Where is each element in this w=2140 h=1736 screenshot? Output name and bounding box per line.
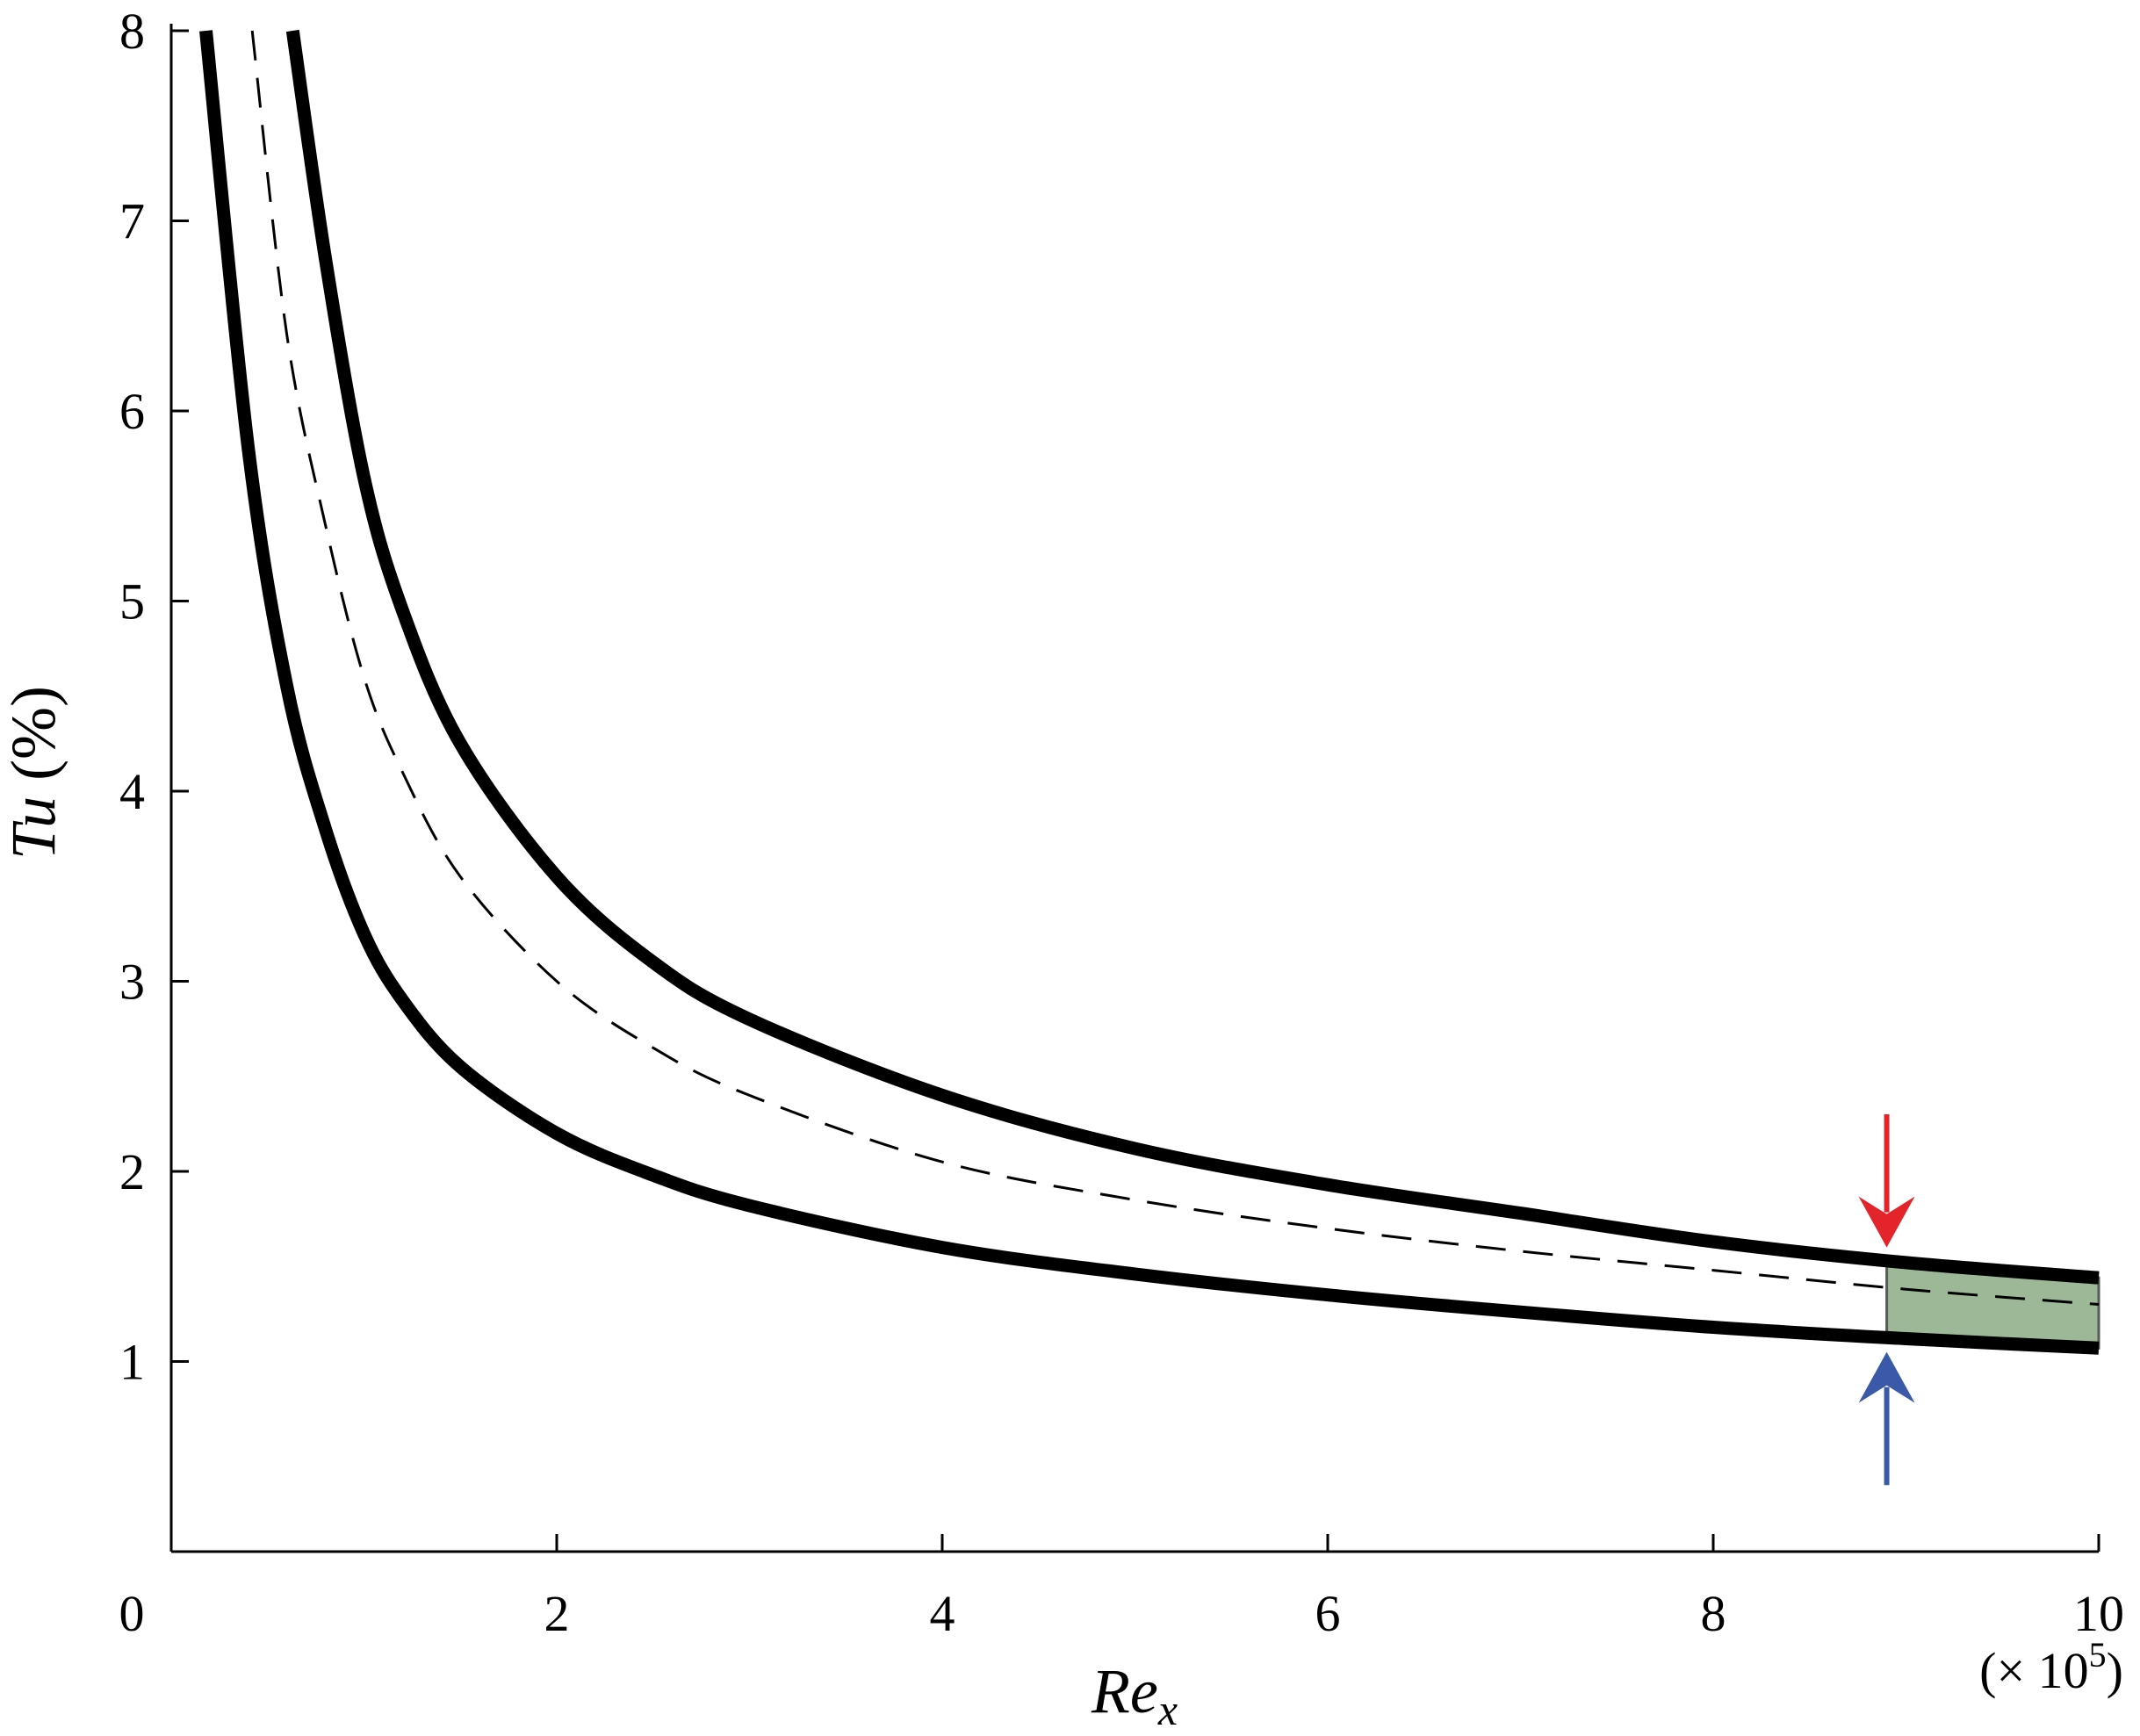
x-axis-title: Rex	[1091, 1656, 1178, 1734]
arrow-up	[1858, 1351, 1915, 1486]
series-layer	[199, 29, 2100, 1355]
series-line-2	[250, 30, 2100, 1306]
y-axis-title: Tu (%)	[0, 686, 68, 860]
y-tick-label: 3	[119, 954, 145, 1011]
x-multiplier-exponent: 5	[2089, 1635, 2107, 1675]
arrow-head-down	[1858, 1196, 1915, 1248]
x-axis-title-main: Re	[1091, 1656, 1158, 1726]
y-axis-title-unit: (%)	[0, 686, 68, 781]
x-axis-multiplier: (× 105)	[1979, 1635, 2123, 1699]
x-tick-label: 0	[119, 1585, 145, 1642]
y-tick-label: 2	[119, 1143, 145, 1200]
y-tick-label: 8	[119, 3, 145, 60]
y-tick-label: 1	[119, 1334, 145, 1391]
series-line-1	[199, 30, 2100, 1355]
series-line-3	[285, 29, 2100, 1285]
arrow-down	[1858, 1114, 1915, 1248]
y-tick-label: 5	[119, 573, 145, 630]
y-tick-label: 4	[119, 763, 145, 820]
x-tick-label: 4	[930, 1585, 955, 1642]
y-tick-label: 6	[119, 383, 145, 440]
x-tick-label: 6	[1315, 1585, 1341, 1642]
x-multiplier-prefix: (× 10	[1979, 1642, 2089, 1699]
axes-layer	[169, 24, 2099, 1553]
x-tick-label: 10	[2073, 1585, 2124, 1642]
x-multiplier-suffix: )	[2107, 1642, 2123, 1699]
x-tick-label: 2	[544, 1585, 570, 1642]
y-axis-title-main: Tu	[0, 796, 68, 860]
y-tick-label: 7	[119, 193, 145, 250]
x-axis-title-sub: x	[1157, 1685, 1178, 1734]
arrow-layer	[1858, 1114, 1915, 1486]
arrow-head-up	[1858, 1351, 1915, 1403]
x-tick-label: 8	[1701, 1585, 1726, 1642]
